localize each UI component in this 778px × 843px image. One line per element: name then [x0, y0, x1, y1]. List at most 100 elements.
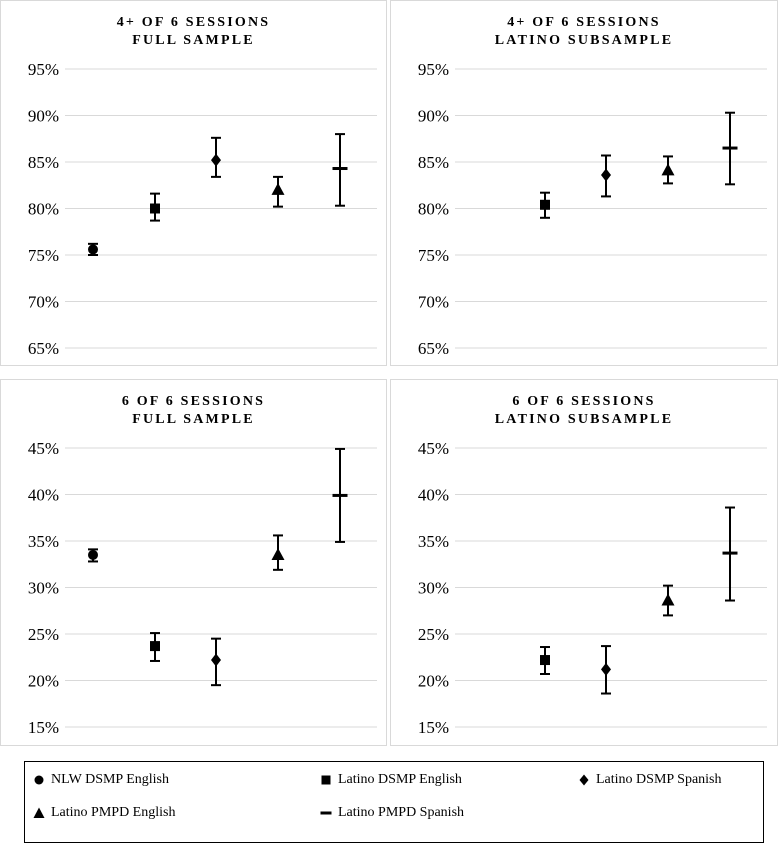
y-tick-label: 80%	[418, 200, 449, 219]
data-point	[211, 136, 221, 178]
data-point	[601, 154, 611, 198]
y-tick-label: 30%	[28, 579, 59, 598]
legend-item-nlw-dsmp-english: NLW DSMP English	[33, 772, 169, 788]
chart-plot: 95% 90% 85% 80% 75% 70% 65%	[418, 60, 767, 358]
legend: NLW DSMP English Latino DSMP English Lat…	[24, 761, 764, 843]
y-tick-label: 75%	[418, 246, 449, 265]
chart-title-line1: 4+ OF 6 SESSIONS	[507, 15, 661, 30]
y-tick-label: 65%	[28, 339, 59, 358]
y-tick-label: 45%	[418, 439, 449, 458]
triangle-marker	[33, 807, 45, 818]
chart-title-line2: FULL SAMPLE	[132, 33, 255, 48]
circle-marker	[88, 244, 98, 255]
dash-marker	[320, 811, 332, 815]
chart-plot: 45% 40% 35% 30% 25% 20% 15%	[28, 439, 377, 737]
circle-marker-icon	[34, 775, 44, 785]
y-tick-label: 65%	[418, 339, 449, 358]
dash-marker	[332, 167, 348, 171]
chart-title: 6 OF 6 SESSIONS FULL SAMPLE	[1, 393, 386, 429]
data-point	[150, 632, 160, 662]
legend-item-latino-pmpd-english: Latino PMPD English	[33, 805, 175, 821]
data-point	[332, 447, 348, 543]
data-point	[271, 534, 285, 571]
data-point	[88, 242, 98, 256]
chart-title-line1: 6 OF 6 SESSIONS	[512, 394, 656, 409]
y-tick-label: 40%	[418, 486, 449, 505]
square-marker	[321, 775, 331, 785]
data-point	[150, 192, 160, 222]
y-tick-label: 15%	[418, 718, 449, 737]
chart-title-line2: LATINO SUBSAMPLE	[494, 33, 674, 48]
legend-label: Latino DSMP English	[338, 772, 462, 787]
y-tick-label: 40%	[28, 486, 59, 505]
y-tick-label: 85%	[418, 153, 449, 172]
diamond-marker	[211, 153, 221, 167]
diamond-marker-icon	[579, 774, 589, 786]
data-point	[661, 584, 675, 617]
y-tick-label: 45%	[28, 439, 59, 458]
legend-item-latino-pmpd-spanish: Latino PMPD Spanish	[320, 805, 464, 821]
y-tick-label: 95%	[28, 60, 59, 79]
y-tick-label: 25%	[418, 625, 449, 644]
chart-title: 6 OF 6 SESSIONS LATINO SUBSAMPLE	[391, 393, 777, 429]
y-tick-label: 95%	[418, 60, 449, 79]
y-tick-label: 25%	[28, 625, 59, 644]
legend-item-latino-dsmp-spanish: Latino DSMP Spanish	[578, 772, 722, 788]
dash-marker	[722, 551, 738, 555]
legend-label: Latino DSMP Spanish	[596, 772, 722, 787]
chart-title: 4+ OF 6 SESSIONS FULL SAMPLE	[1, 14, 386, 50]
legend-label: NLW DSMP English	[51, 772, 169, 787]
y-tick-label: 35%	[28, 532, 59, 551]
diamond-marker	[601, 662, 611, 676]
y-tick-label: 85%	[28, 153, 59, 172]
triangle-marker	[661, 163, 675, 176]
data-point	[722, 506, 738, 602]
data-point	[271, 175, 285, 208]
y-tick-label: 70%	[28, 293, 59, 312]
diamond-marker	[579, 774, 589, 786]
chart-panel-bottom-left: 6 OF 6 SESSIONS FULL SAMPLE 45% 40% 35% 30%…	[0, 379, 387, 746]
square-marker	[150, 203, 160, 214]
triangle-marker	[661, 593, 675, 606]
chart-title-line2: FULL SAMPLE	[132, 412, 255, 427]
square-marker	[150, 641, 160, 652]
chart-title: 4+ OF 6 SESSIONS LATINO SUBSAMPLE	[391, 14, 777, 50]
data-point	[540, 646, 550, 675]
chart-title-line1: 4+ OF 6 SESSIONS	[116, 15, 271, 30]
data-point	[211, 637, 221, 687]
circle-marker	[34, 775, 44, 785]
square-marker-icon	[321, 775, 331, 785]
dash-marker	[722, 146, 738, 150]
chart-panel-top-right: 4+ OF 6 SESSIONS LATINO SUBSAMPLE 95% 90%…	[390, 0, 778, 366]
legend-label: Latino PMPD English	[51, 805, 176, 820]
y-tick-label: 30%	[418, 579, 449, 598]
chart-plot: 95% 90% 85% 80% 75% 70% 65%	[28, 60, 377, 358]
square-marker	[540, 199, 550, 210]
diamond-marker	[211, 653, 221, 667]
chart-title-line1: 6 OF 6 SESSIONS	[121, 394, 266, 409]
dash-marker	[332, 493, 348, 497]
triangle-marker-icon	[33, 807, 45, 818]
circle-marker	[88, 549, 98, 560]
diamond-marker	[601, 168, 611, 182]
dash-marker-icon	[320, 811, 332, 815]
data-point	[661, 155, 675, 185]
y-tick-label: 35%	[418, 532, 449, 551]
y-tick-label: 70%	[418, 293, 449, 312]
chart-plot: 45% 40% 35% 30% 25% 20% 15%	[418, 439, 767, 737]
y-tick-label: 80%	[28, 200, 59, 219]
y-tick-label: 90%	[28, 107, 59, 126]
data-point	[601, 645, 611, 695]
chart-panel-top-left: 4+ OF 6 SESSIONS FULL SAMPLE 95% 90% 85% 80…	[0, 0, 387, 366]
chart-title-line2: LATINO SUBSAMPLE	[494, 412, 674, 427]
data-point	[540, 191, 550, 219]
y-tick-label: 20%	[418, 672, 449, 691]
legend-label: Latino PMPD Spanish	[338, 805, 465, 820]
y-tick-label: 15%	[28, 718, 59, 737]
data-point	[88, 548, 98, 563]
data-point	[722, 111, 738, 186]
square-marker	[540, 655, 550, 666]
data-point	[332, 133, 348, 207]
triangle-marker	[271, 182, 285, 195]
y-tick-label: 90%	[418, 107, 449, 126]
